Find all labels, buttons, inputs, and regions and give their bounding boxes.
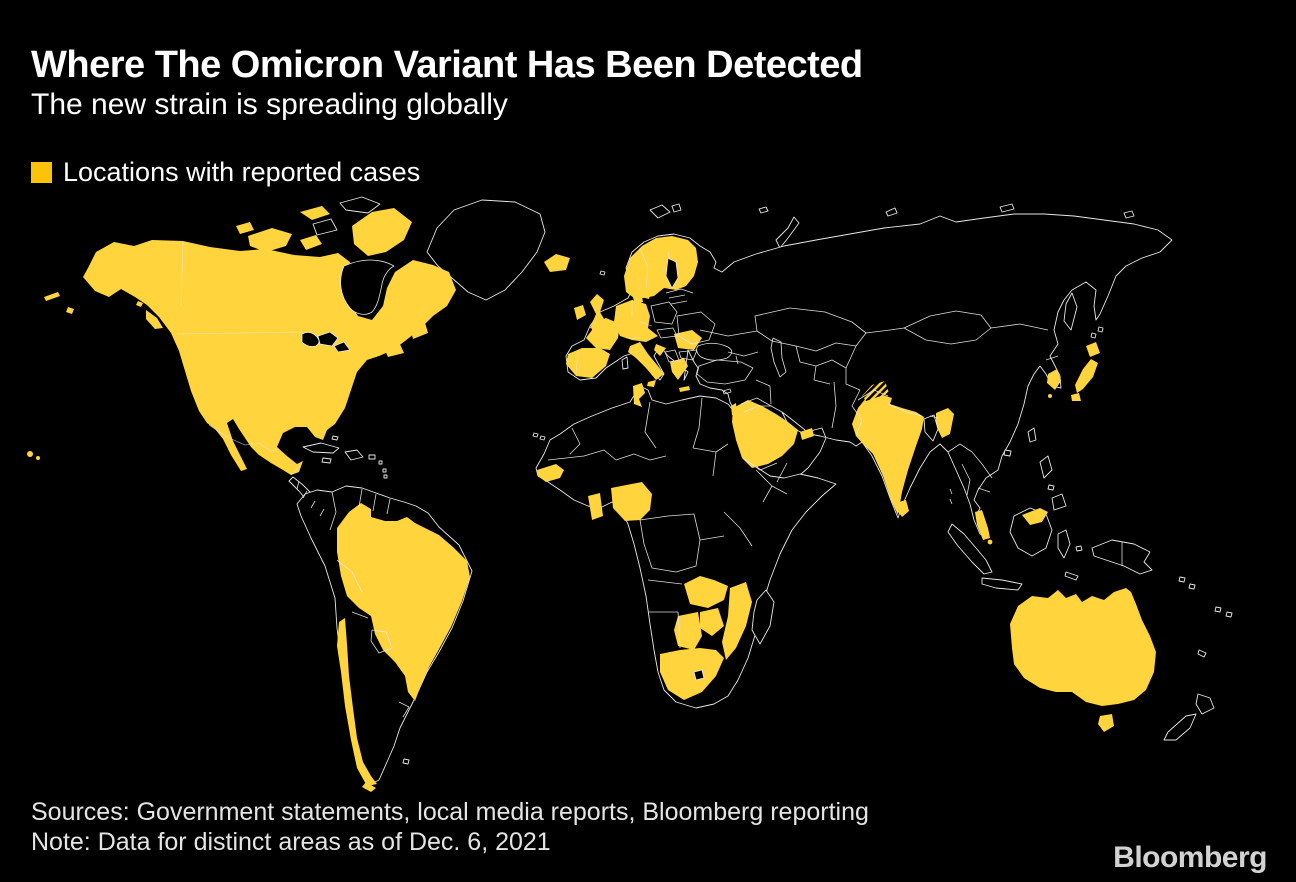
region-malaysia-borneo [1022,508,1048,525]
region-sardinia [621,356,629,370]
border-alaska-canada [180,241,184,307]
region-madagascar [751,589,775,645]
region-denmark [632,291,643,304]
region-croatia [654,344,666,356]
legend: Locations with reported cases [31,157,420,188]
footer-note: Note: Data for distinct areas as of Dec.… [31,828,551,856]
water-and-enclaves [301,257,939,681]
region-chile [337,618,377,786]
region-tunisia [633,383,645,407]
region-scandinavia [624,236,698,298]
region-senegal [537,464,564,482]
region-cuba [302,442,340,454]
region-zimbabwe [700,608,724,636]
region-japan-honshu [1075,359,1098,393]
region-greenland [426,199,546,301]
region-iberia [566,348,610,378]
highlighted-regions [27,206,1156,792]
black-sea [696,342,733,361]
caspian-sea [770,337,787,378]
region-hawaii [27,451,33,457]
region-india [852,394,924,515]
region-new-zealand [1195,693,1215,715]
page-title: Where The Omicron Variant Has Been Detec… [31,44,863,86]
region-south-korea [1047,369,1061,390]
region-romania [674,330,702,350]
bloomberg-logo: Bloomberg [1113,841,1267,874]
region-malaysia-peninsula [975,510,990,540]
region-sakhalin [1063,292,1078,331]
region-botswana [674,612,702,650]
page-subtitle: The new strain is spreading globally [31,88,508,121]
region-singapore [987,539,993,545]
region-australia [1010,588,1156,706]
legend-swatch-icon [31,162,52,183]
hudson-bay [340,259,395,315]
region-java [981,577,1023,591]
region-central-europe [614,300,658,342]
region-vancouver-island [146,310,163,329]
region-greece [670,358,688,380]
footer: Sources: Government statements, local me… [31,797,869,857]
region-sri-lanka [897,500,909,517]
region-ireland [574,305,586,320]
region-mozambique [722,582,752,660]
region-nigeria [611,482,652,521]
region-aleutians [44,292,60,301]
country-border-lines [176,241,1123,718]
footer-sources: Sources: Government statements, local me… [31,798,869,826]
legend-label: Locations with reported cases [63,157,421,187]
region-iceland [544,254,570,272]
region-tasmania [1098,714,1114,732]
region-nova-scotia [383,342,404,357]
region-taiwan [1027,427,1037,443]
region-france [586,318,620,350]
region-bangladesh [923,414,939,442]
region-lesotho [693,669,705,681]
great-lakes [301,332,320,347]
region-italy [628,342,664,380]
region-saudi-arabia [732,400,798,468]
region-philippines [1039,455,1053,479]
region-zambia [684,576,728,608]
region-ghana [588,493,603,520]
region-north-america-highlight [83,240,456,475]
region-japan-hokkaido [1086,342,1100,357]
border-us-mexico [208,424,280,452]
region-sulawesi [1057,529,1071,559]
region-uae [800,428,814,440]
region-brazil [337,503,470,701]
region-newfoundland [409,319,428,339]
border-us-canada [176,331,303,335]
region-sumatra [947,523,993,575]
baltic-gulf [665,257,679,289]
region-south-africa [660,648,724,700]
region-northeast-india [936,408,954,438]
